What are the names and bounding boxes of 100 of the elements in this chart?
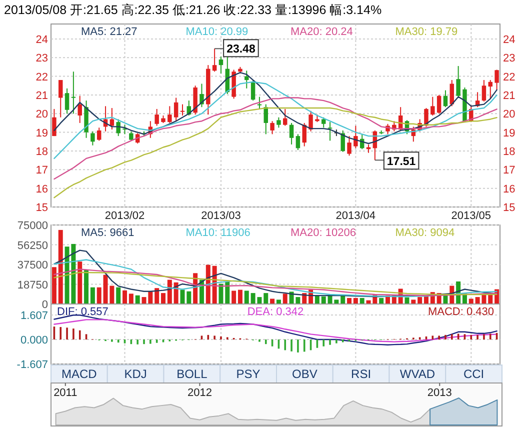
text: MA30: 9094: [395, 227, 455, 239]
candlestick: [78, 95, 82, 124]
candlestick: [212, 48, 217, 72]
bar: [90, 287, 95, 304]
y-tick-label: 24: [36, 34, 48, 46]
series-label: DIF: 0.557: [57, 306, 108, 318]
candlestick: [340, 130, 345, 152]
bar: [52, 267, 56, 304]
candlestick: [250, 80, 256, 102]
bar: [321, 296, 326, 304]
candlestick: [494, 69, 499, 91]
text: RSI: [351, 367, 372, 381]
bar: [135, 295, 140, 304]
candlestick: [354, 125, 358, 149]
candlestick: [58, 80, 63, 118]
bar: [404, 297, 410, 304]
bar: [116, 287, 121, 304]
candlestick: [90, 130, 95, 146]
text: MA30: 19.79: [395, 26, 458, 38]
y-tick-label: 56250: [17, 240, 48, 252]
candlestick: [244, 70, 249, 89]
series-label: MA5: 9661: [81, 227, 134, 239]
y-tick-label: -1.607: [16, 359, 48, 371]
line-series: [54, 250, 498, 298]
candlestick: [174, 97, 178, 122]
y-tick-label: 0: [42, 299, 48, 311]
bar: [347, 298, 352, 304]
bar: [218, 284, 224, 304]
y2-tick-label: 21: [503, 90, 516, 102]
y-tick-label: 15: [36, 202, 48, 214]
candlestick: [64, 88, 70, 114]
candlestick: [430, 96, 435, 116]
bar: [232, 290, 236, 304]
text: OBV: [292, 367, 318, 381]
candlestick: [276, 116, 281, 128]
candlestick: [257, 96, 262, 110]
y-tick-label: 37500: [17, 260, 48, 272]
candlestick: [302, 122, 306, 147]
x-tick-label: 2012: [187, 387, 212, 399]
y-tick-label: 20: [36, 108, 48, 121]
chart-title: 2013/05/08 开:21.65 高:22.35 低:21.26 收:22.33 量:13996 幅:3.14%: [4, 2, 382, 17]
text: MA10: 11906: [186, 227, 250, 239]
x-tick-label: 2013/02: [104, 210, 145, 222]
annotation: 17.51: [386, 156, 416, 168]
candlestick: [456, 66, 460, 98]
y-tick-label: 17: [36, 164, 48, 177]
y-tick-label: 18: [36, 146, 48, 158]
y-tick-label: 18750: [17, 279, 48, 292]
bar: [443, 295, 448, 304]
y-tick-label: 22: [36, 71, 48, 84]
y-tick-label: 21: [36, 90, 48, 102]
line-series: [54, 259, 498, 298]
bar: [96, 287, 102, 304]
y-tick-label: 19: [36, 127, 48, 140]
y-tick-label: 75000: [17, 220, 48, 232]
line-series: [54, 319, 498, 342]
candlestick: [116, 118, 120, 137]
candlestick: [436, 94, 442, 114]
text: MA5: 21.27: [81, 26, 138, 38]
candlestick: [328, 122, 332, 142]
candlestick: [488, 80, 492, 100]
bar: [282, 294, 288, 304]
bar: [122, 290, 128, 304]
candlestick: [154, 108, 159, 126]
text: PSY: [236, 367, 260, 381]
series-label: MACD: 0.430: [428, 306, 494, 318]
candlestick: [200, 83, 204, 108]
candlestick: [443, 90, 448, 108]
bar: [128, 294, 134, 304]
candlestick: [71, 71, 76, 114]
y2-tick-label: 22: [503, 71, 516, 84]
x-tick-label: 2013/05: [451, 210, 492, 222]
candlestick: [270, 120, 274, 135]
candlestick: [218, 56, 224, 74]
text: BOLL: [176, 367, 208, 381]
bar: [180, 290, 185, 304]
y-tick-label: 0.000: [20, 334, 48, 347]
bar: [379, 298, 384, 304]
candlestick: [96, 127, 102, 142]
candlestick: [482, 80, 486, 102]
candlestick: [122, 124, 127, 135]
series-label: DEA: 0.342: [247, 306, 304, 318]
y2-tick-label: 16: [503, 183, 516, 196]
bar: [264, 293, 268, 304]
text: CCI: [463, 367, 484, 381]
candlestick: [308, 110, 313, 132]
annotation: 23.48: [226, 44, 256, 56]
y2-tick-label: 19: [503, 127, 516, 140]
x-tick-label: 2013/03: [201, 210, 241, 222]
bar: [244, 290, 249, 304]
bar: [238, 290, 242, 304]
bar: [161, 293, 166, 304]
bar: [353, 298, 358, 304]
candlestick: [450, 80, 454, 107]
bar: [84, 270, 89, 304]
x-tick-label: 2013: [427, 387, 452, 399]
candlestick: [283, 108, 288, 126]
bar: [186, 291, 192, 304]
y-tick-label: 1.607: [20, 310, 48, 322]
text: MA10: 20.99: [186, 26, 248, 38]
